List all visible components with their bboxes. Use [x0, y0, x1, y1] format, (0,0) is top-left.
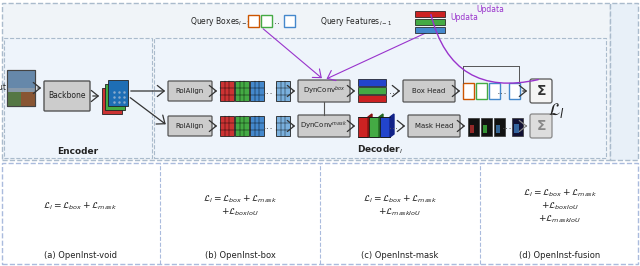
Bar: [2, 3, 610, 160]
Bar: [468, 118, 479, 136]
Text: Box Head: Box Head: [412, 88, 445, 94]
Bar: [509, 83, 520, 99]
Text: (b) OpenInst-box: (b) OpenInst-box: [205, 251, 275, 260]
FancyArrowPatch shape: [431, 15, 538, 83]
Bar: [514, 124, 519, 133]
Text: Decoder$_l$: Decoder$_l$: [357, 143, 403, 156]
Text: DynConv$^{box}$: DynConv$^{box}$: [303, 85, 346, 97]
Bar: [476, 83, 487, 99]
Bar: [220, 116, 234, 136]
Bar: [220, 81, 234, 101]
Bar: [489, 83, 500, 99]
Bar: [7, 70, 35, 88]
Text: $\mathcal{L}_l = \mathcal{L}_{box} + \mathcal{L}_{mask}$: $\mathcal{L}_l = \mathcal{L}_{box} + \ma…: [363, 194, 437, 205]
Bar: [463, 83, 474, 99]
Bar: [250, 81, 264, 101]
Text: $+ \mathcal{L}_{boxIoU}$: $+ \mathcal{L}_{boxIoU}$: [541, 200, 579, 212]
FancyBboxPatch shape: [298, 80, 350, 102]
Text: ...: ...: [262, 121, 273, 131]
Bar: [108, 80, 128, 106]
Bar: [358, 117, 368, 137]
FancyBboxPatch shape: [298, 115, 350, 137]
Text: $+ \mathcal{L}_{maskIoU}$: $+ \mathcal{L}_{maskIoU}$: [538, 213, 582, 225]
Text: ...: ...: [497, 86, 508, 96]
Polygon shape: [390, 114, 394, 137]
Bar: [496, 125, 500, 133]
Bar: [248, 15, 259, 27]
Text: ...: ...: [502, 121, 513, 131]
FancyBboxPatch shape: [44, 81, 90, 111]
Bar: [235, 81, 249, 101]
Text: ...: ...: [262, 86, 273, 96]
Text: Updata: Updata: [450, 13, 478, 22]
Text: $\mathbf{\Sigma}$: $\mathbf{\Sigma}$: [536, 84, 547, 98]
Text: Encoder: Encoder: [58, 147, 99, 156]
Text: $\mathcal{L}_l = \mathcal{L}_{box} + \mathcal{L}_{mask}$: $\mathcal{L}_l = \mathcal{L}_{box} + \ma…: [43, 200, 117, 212]
Bar: [494, 118, 505, 136]
Text: Query Boxes$_{l-1}$: Query Boxes$_{l-1}$: [190, 15, 252, 27]
Bar: [7, 92, 21, 106]
Bar: [415, 11, 445, 17]
Bar: [512, 118, 523, 136]
Bar: [284, 15, 295, 27]
FancyBboxPatch shape: [530, 114, 552, 138]
Bar: [235, 116, 249, 136]
Bar: [358, 95, 386, 102]
Bar: [470, 125, 474, 133]
Bar: [415, 27, 445, 33]
Bar: [7, 70, 35, 106]
Text: ...: ...: [271, 16, 280, 26]
Text: (c) OpenInst-mask: (c) OpenInst-mask: [362, 251, 438, 260]
Text: $\mathcal{L}_l = \mathcal{L}_{box} + \mathcal{L}_{mask}$: $\mathcal{L}_l = \mathcal{L}_{box} + \ma…: [523, 187, 597, 199]
Bar: [4, 38, 152, 158]
Bar: [369, 117, 379, 137]
FancyBboxPatch shape: [408, 115, 460, 137]
FancyBboxPatch shape: [403, 80, 455, 102]
Bar: [415, 19, 445, 25]
Text: Query Features$_{l-1}$: Query Features$_{l-1}$: [320, 15, 392, 27]
Bar: [102, 88, 122, 114]
FancyBboxPatch shape: [168, 116, 212, 136]
Bar: [276, 81, 290, 101]
Text: RoIAlign: RoIAlign: [176, 123, 204, 129]
Bar: [483, 125, 487, 133]
Text: $\mathbf{\Sigma}$: $\mathbf{\Sigma}$: [536, 119, 547, 133]
Text: Backbone: Backbone: [48, 92, 86, 101]
Bar: [610, 3, 638, 160]
Text: Input: Input: [0, 84, 6, 93]
Text: $\mathcal{L}_l$: $\mathcal{L}_l$: [548, 102, 564, 120]
Text: Updata: Updata: [476, 6, 504, 15]
Bar: [7, 70, 35, 106]
Text: (d) OpenInst-fusion: (d) OpenInst-fusion: [520, 251, 600, 260]
Text: DynConv$^{mask}$: DynConv$^{mask}$: [300, 120, 348, 132]
Bar: [358, 79, 386, 86]
Text: $+ \mathcal{L}_{maskIoU}$: $+ \mathcal{L}_{maskIoU}$: [378, 207, 422, 218]
Bar: [380, 117, 390, 137]
Bar: [154, 38, 606, 158]
Bar: [481, 118, 492, 136]
Text: RoIAlign: RoIAlign: [176, 88, 204, 94]
Bar: [276, 116, 290, 136]
Text: $+ \mathcal{L}_{boxIoU}$: $+ \mathcal{L}_{boxIoU}$: [221, 207, 259, 218]
Bar: [250, 116, 264, 136]
Bar: [261, 15, 272, 27]
Bar: [21, 92, 35, 106]
Polygon shape: [368, 114, 372, 137]
Text: Mask Head: Mask Head: [415, 123, 453, 129]
FancyBboxPatch shape: [530, 79, 552, 103]
Bar: [105, 84, 125, 110]
Text: ...: ...: [388, 86, 397, 96]
Bar: [358, 87, 386, 94]
Polygon shape: [379, 114, 383, 137]
Text: (a) OpenInst-void: (a) OpenInst-void: [44, 251, 116, 260]
FancyBboxPatch shape: [168, 81, 212, 101]
Text: $\mathcal{L}_l = \mathcal{L}_{box} + \mathcal{L}_{mask}$: $\mathcal{L}_l = \mathcal{L}_{box} + \ma…: [203, 194, 277, 205]
Bar: [2, 163, 638, 264]
Text: ...: ...: [390, 121, 399, 131]
